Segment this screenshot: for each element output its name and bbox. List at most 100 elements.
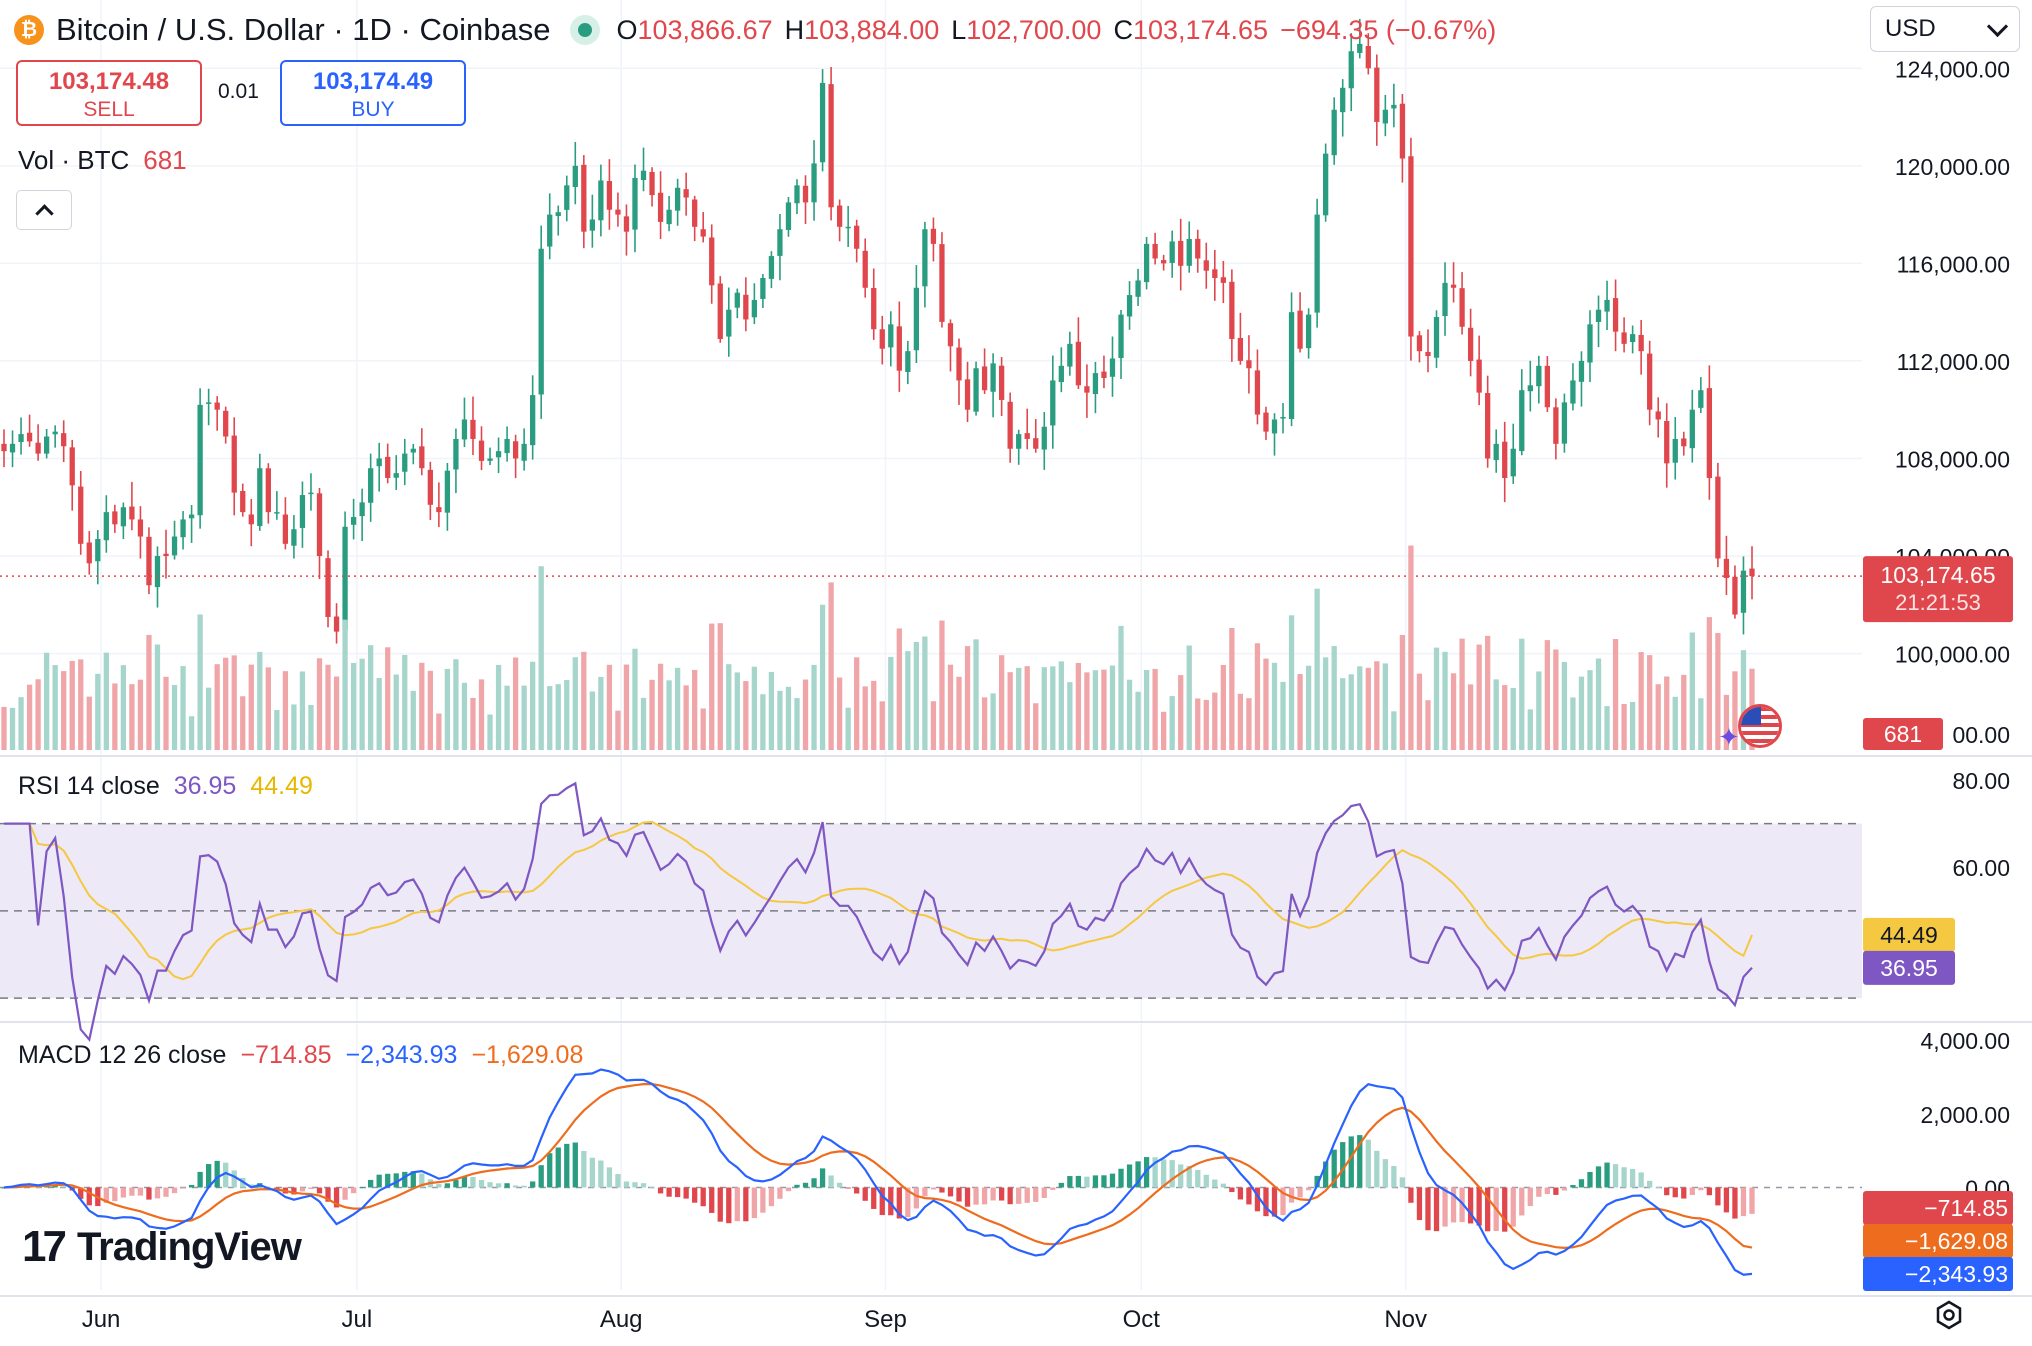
candle — [1288, 292, 1295, 427]
candle-body — [751, 299, 758, 318]
candle — [274, 491, 280, 520]
volume-bar — [129, 684, 135, 750]
candle-body — [1570, 380, 1576, 404]
candle — [734, 288, 740, 319]
candle-body — [854, 225, 860, 249]
macd-histogram-bar — [1331, 1149, 1337, 1188]
candle — [1467, 308, 1474, 377]
volume-bar — [1041, 667, 1047, 750]
last-price-value: 103,174.65 — [1880, 562, 1995, 588]
candle-body — [1689, 409, 1695, 449]
candle — [1092, 361, 1099, 414]
candle-body — [709, 237, 715, 286]
macd-histogram-bar — [1050, 1187, 1056, 1190]
candle — [1399, 94, 1406, 183]
candle — [333, 603, 340, 644]
candle-body — [794, 185, 800, 204]
candle — [282, 497, 289, 550]
candle-body — [1212, 269, 1218, 279]
candle-body — [487, 458, 493, 461]
volume-bar — [1075, 662, 1082, 750]
volume-bar — [905, 651, 911, 750]
macd-histogram-bar — [1553, 1187, 1559, 1195]
price-axis-label: 116,000.00 — [1897, 251, 2010, 277]
currency-select[interactable]: USD — [1870, 6, 2020, 52]
symbol-title[interactable]: Bitcoin / U.S. Dollar · 1D · Coinbase — [56, 12, 551, 47]
volume-bar — [1664, 676, 1670, 750]
candle-body — [265, 468, 271, 513]
macd-histogram-bar — [333, 1187, 340, 1208]
us-flag-event-icon[interactable] — [1738, 704, 1782, 748]
macd-histogram-bar — [453, 1180, 459, 1188]
sell-button[interactable]: 103,174.48 SELL — [16, 60, 202, 126]
volume-value-tag — [1863, 718, 1943, 750]
volume-bar — [393, 674, 399, 750]
symbol-header[interactable]: ₿ Bitcoin / U.S. Dollar · 1D · Coinbase … — [14, 8, 1496, 52]
macd-value-tag — [1863, 1224, 2013, 1258]
volume-bar — [879, 701, 885, 750]
tradingview-logo[interactable]: 17 TradingView — [22, 1222, 302, 1272]
volume-bar — [248, 664, 254, 750]
candle — [1374, 54, 1380, 146]
macd-histogram-bar — [1143, 1157, 1150, 1188]
candle-body — [240, 491, 246, 513]
volume-bar — [35, 679, 41, 750]
buy-button[interactable]: 103,174.49 BUY — [280, 60, 466, 126]
volume-bar — [478, 679, 485, 750]
macd-histogram-bar — [1570, 1184, 1576, 1188]
macd-histogram-bar — [530, 1181, 536, 1188]
candle-body — [95, 538, 101, 562]
candle-body — [1058, 365, 1064, 383]
tradingview-mark-icon: 17 — [22, 1222, 67, 1271]
candle — [69, 439, 75, 511]
candle-body — [1561, 402, 1568, 444]
volume-legend[interactable]: Vol · BTC 681 — [18, 145, 187, 176]
volume-bar — [1067, 682, 1073, 750]
macd-histogram-bar — [1638, 1172, 1644, 1188]
candle — [495, 437, 502, 474]
macd-histogram-bar — [606, 1167, 613, 1188]
candle — [581, 155, 587, 249]
candle — [444, 462, 451, 531]
macd-histogram-bar — [1357, 1135, 1363, 1188]
candle-body — [214, 402, 220, 410]
candle — [35, 424, 41, 461]
candle-body — [819, 82, 826, 163]
candle — [717, 276, 723, 343]
volume-layer — [1, 545, 1755, 750]
macd-histogram-bar — [1399, 1177, 1406, 1188]
candle-body — [376, 458, 382, 467]
candle-body — [1050, 380, 1056, 426]
volume-bar — [43, 652, 50, 750]
candle — [879, 315, 885, 365]
candle — [777, 213, 783, 281]
macd-histogram-bar — [1067, 1176, 1073, 1188]
rsi-legend[interactable]: RSI 14 close 36.95 44.49 — [18, 772, 327, 801]
macd-histogram-bar — [1519, 1187, 1525, 1216]
volume-bar — [444, 668, 451, 750]
volume-bar — [282, 671, 289, 750]
candle-body — [802, 185, 809, 203]
candle — [1416, 331, 1423, 363]
volume-bar — [990, 693, 996, 750]
macd-histogram-bar — [512, 1185, 519, 1188]
candle — [214, 396, 220, 431]
volume-bar — [1092, 670, 1099, 750]
volume-bar — [1271, 662, 1278, 750]
macd-histogram-bar — [674, 1187, 681, 1198]
candle-body — [1178, 240, 1184, 266]
candle-body — [1706, 388, 1713, 478]
chart-settings-icon[interactable] — [1934, 1300, 1964, 1330]
price-axis-label: 100,000.00 — [1895, 642, 2010, 668]
candle-body — [1681, 438, 1687, 447]
macd-histogram-bar — [1715, 1187, 1721, 1206]
macd-histogram-bar — [274, 1187, 280, 1190]
volume-bar — [964, 646, 971, 750]
macd-legend[interactable]: MACD 12 26 close −714.85 −2,343.93 −1,629.0… — [18, 1041, 597, 1070]
macd-histogram-bar — [197, 1171, 203, 1188]
collapse-legend-button[interactable] — [16, 190, 72, 230]
candle-body — [359, 502, 365, 517]
candle — [163, 529, 169, 579]
candle — [1425, 329, 1431, 373]
